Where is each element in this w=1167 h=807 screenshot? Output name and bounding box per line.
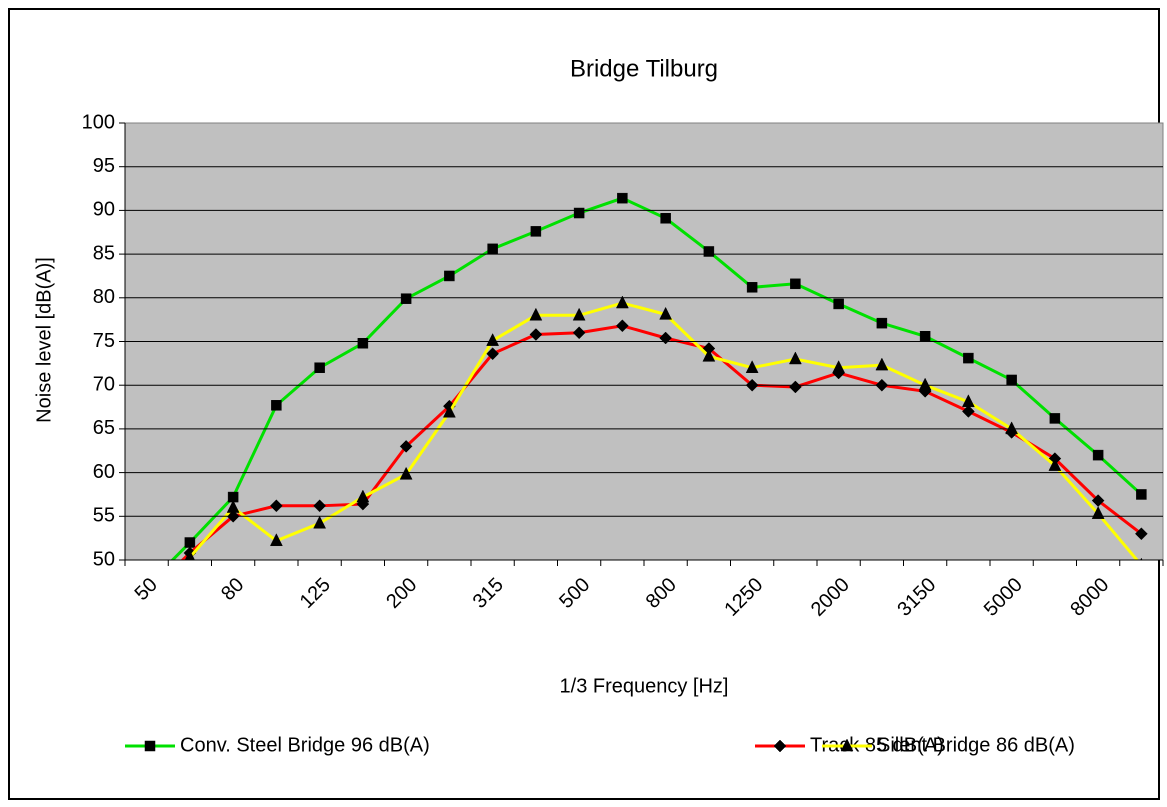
y-tick-label: 75 <box>93 330 115 352</box>
marker <box>773 739 787 753</box>
series-line <box>180 324 1143 560</box>
y-tick-label: 85 <box>93 242 115 264</box>
marker <box>1136 489 1147 500</box>
y-tick-label: 90 <box>93 199 115 221</box>
marker <box>840 738 854 752</box>
x-axis-title: 1/3 Frequency [Hz] <box>560 675 729 697</box>
marker <box>615 295 629 309</box>
y-tick-label: 55 <box>93 505 115 527</box>
marker <box>573 207 585 219</box>
marker <box>271 400 282 411</box>
y-tick-label: 70 <box>93 373 115 395</box>
y-tick-label: 80 <box>93 286 115 308</box>
marker <box>1048 458 1062 471</box>
y-axis-title: Noise level [dB(A)] <box>33 257 55 423</box>
marker <box>184 537 196 548</box>
series-line <box>170 196 1143 560</box>
marker <box>486 347 499 361</box>
y-tick-label: 65 <box>93 417 115 439</box>
marker <box>919 331 931 342</box>
y-tick-label: 60 <box>93 461 115 483</box>
marker <box>659 306 673 320</box>
marker <box>144 740 156 752</box>
marker <box>875 357 889 371</box>
marker <box>486 333 500 346</box>
marker <box>356 489 370 503</box>
y-tick-label: 50 <box>93 548 115 570</box>
marker <box>399 466 413 480</box>
legend-label: Conv. Steel Bridge 96 dB(A) <box>180 734 430 756</box>
marker <box>702 348 716 362</box>
marker <box>1135 527 1148 541</box>
marker <box>1005 421 1019 435</box>
marker <box>918 377 932 391</box>
marker <box>269 533 283 547</box>
marker <box>270 499 283 513</box>
marker <box>442 404 456 418</box>
marker <box>790 278 801 290</box>
marker <box>313 499 326 513</box>
marker <box>313 515 327 529</box>
marker <box>788 351 802 365</box>
marker <box>314 362 325 373</box>
marker <box>745 360 759 373</box>
plot <box>170 192 1148 560</box>
marker <box>746 282 758 293</box>
marker <box>399 440 413 453</box>
marker <box>963 352 974 364</box>
marker <box>357 337 369 349</box>
series-line <box>185 301 1139 560</box>
marker <box>444 270 455 282</box>
marker <box>961 394 975 408</box>
marker <box>616 319 629 333</box>
marker <box>487 243 498 255</box>
marker <box>1049 413 1061 424</box>
marker <box>529 307 543 321</box>
marker <box>1006 374 1017 386</box>
legend-label: Silent Bridge 86 dB(A) <box>877 734 1075 756</box>
marker <box>660 213 671 224</box>
marker <box>833 298 844 310</box>
marker <box>529 328 543 341</box>
marker <box>400 293 412 304</box>
marker <box>617 192 628 204</box>
y-tick-label: 95 <box>93 155 115 177</box>
marker <box>1091 506 1105 519</box>
marker <box>1092 449 1104 461</box>
marker <box>184 549 195 560</box>
marker <box>572 307 586 321</box>
chart-title: Bridge Tilburg <box>570 55 718 82</box>
marker <box>703 246 715 257</box>
y-tick-label: 100 <box>82 111 115 133</box>
marker <box>530 226 542 237</box>
marker <box>226 500 240 513</box>
marker <box>876 317 888 329</box>
marker <box>832 360 846 373</box>
marker <box>572 326 586 340</box>
marker <box>962 405 975 418</box>
